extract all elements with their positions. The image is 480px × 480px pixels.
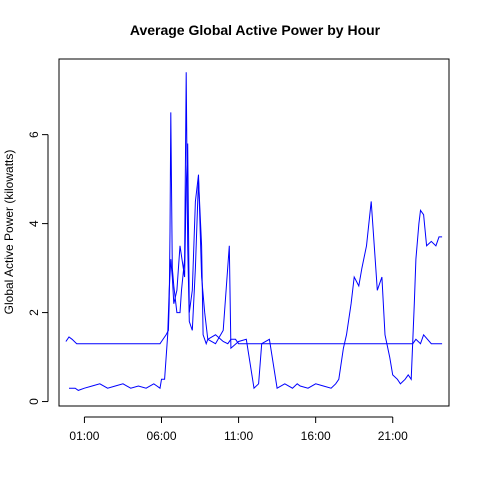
x-tick-label: 21:00 [378,429,408,443]
x-tick-label: 16:00 [301,429,331,443]
series-layer [65,72,443,391]
x-axis: 01:00 06:00 11:00 16:00 21:00 [69,416,408,443]
x-tick-label: 06:00 [146,429,176,443]
plot-frame [58,58,450,407]
series-line-1 [65,72,443,346]
chart-title: Average Global Active Power by Hour [130,22,381,38]
x-tick-label: 11:00 [224,429,253,443]
y-tick-label: 6 [27,131,41,138]
y-axis-label: Global Active Power (kilowatts) [2,150,16,315]
x-tick-label: 01:00 [69,429,99,443]
y-tick-label: 2 [27,309,41,316]
series-line-2 [69,143,443,391]
y-axis: 0 2 4 6 [27,131,49,405]
y-tick-label: 0 [27,398,41,405]
y-tick-label: 4 [27,220,41,227]
